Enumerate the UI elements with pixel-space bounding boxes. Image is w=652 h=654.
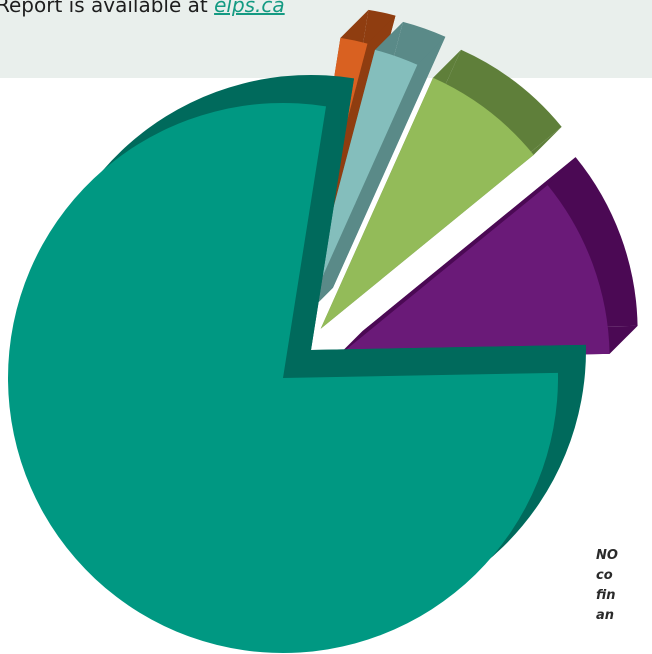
footnote-line-4: an (596, 608, 615, 623)
footnote-line-3: fin (596, 588, 616, 603)
pie-slice-3-top (320, 77, 534, 329)
pie-slice-2-top (334, 185, 610, 360)
footnote-line-1: NO (596, 548, 618, 563)
pie-slice-2-edge-2 (334, 157, 576, 360)
report-banner: Report is available at elps.ca (0, 0, 652, 78)
report-link[interactable]: elps.ca (214, 0, 285, 17)
footnote-line-2: co (596, 568, 613, 583)
pie-slice-4 (304, 21, 446, 316)
pie-slice-1-top (7, 103, 559, 654)
report-line: Report is available at elps.ca (0, 0, 285, 17)
pie-slice-4-top (304, 49, 418, 316)
footnote: NO co fin an (596, 546, 652, 626)
pie-slice-3 (320, 49, 562, 329)
pie-slice-1-edge-2 (283, 344, 586, 378)
pie-slice-1 (7, 75, 587, 654)
report-prefix: Report is available at (0, 0, 215, 17)
pie-slice-1-edge (283, 78, 355, 378)
